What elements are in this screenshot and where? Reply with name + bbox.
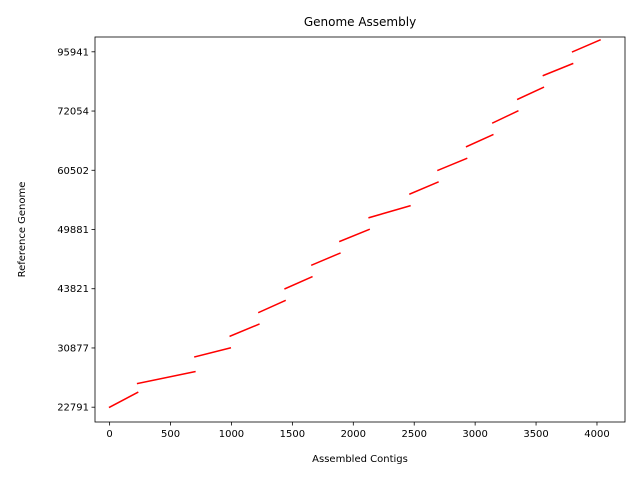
- axes-frame: [94, 36, 626, 423]
- data-segment-10: [408, 181, 439, 195]
- y-tick-label: 22791: [57, 403, 89, 414]
- y-tick-label: 60502: [57, 166, 89, 177]
- x-tick-label: 0: [106, 429, 112, 440]
- data-segment-11: [436, 157, 468, 172]
- data-segment-8: [338, 228, 371, 243]
- y-tick-label: 95941: [57, 47, 89, 58]
- data-segment-3: [193, 347, 232, 358]
- chart-title: Genome Assembly: [304, 15, 416, 29]
- data-segment-15: [542, 62, 574, 77]
- data-segment-9: [368, 204, 411, 219]
- y-tick-label: 49881: [57, 225, 89, 236]
- x-tick-label: 3000: [462, 429, 487, 440]
- x-tick-label: 4000: [584, 429, 609, 440]
- x-tick-label: 2500: [401, 429, 426, 440]
- x-axis-label: Assembled Contigs: [312, 454, 408, 465]
- data-segment-7: [310, 252, 341, 267]
- data-segment-6: [284, 275, 313, 290]
- y-axis-label: Reference Genome: [17, 182, 28, 278]
- x-tick-label: 500: [161, 429, 180, 440]
- data-segment-12: [465, 133, 494, 148]
- data-segment-16: [571, 38, 602, 53]
- x-tick-label: 1000: [219, 429, 244, 440]
- data-segment-13: [491, 110, 519, 124]
- y-tick-label: 43821: [57, 284, 89, 295]
- x-tick-label: 3500: [523, 429, 548, 440]
- plot-area: 0 500 1000 1500 2000 2500 3000 3500 4000 22791 308…: [57, 36, 626, 440]
- data-segment-1: [108, 391, 139, 409]
- data-segment-5: [257, 299, 287, 314]
- x-tick-label: 2000: [341, 429, 366, 440]
- y-tick-label: 30877: [57, 343, 89, 354]
- data-segment-14: [516, 86, 545, 101]
- y-tick-label: 72054: [57, 107, 89, 118]
- x-tick-label: 1500: [280, 429, 305, 440]
- data-segment-4: [229, 323, 260, 338]
- data-segment-2: [136, 370, 196, 385]
